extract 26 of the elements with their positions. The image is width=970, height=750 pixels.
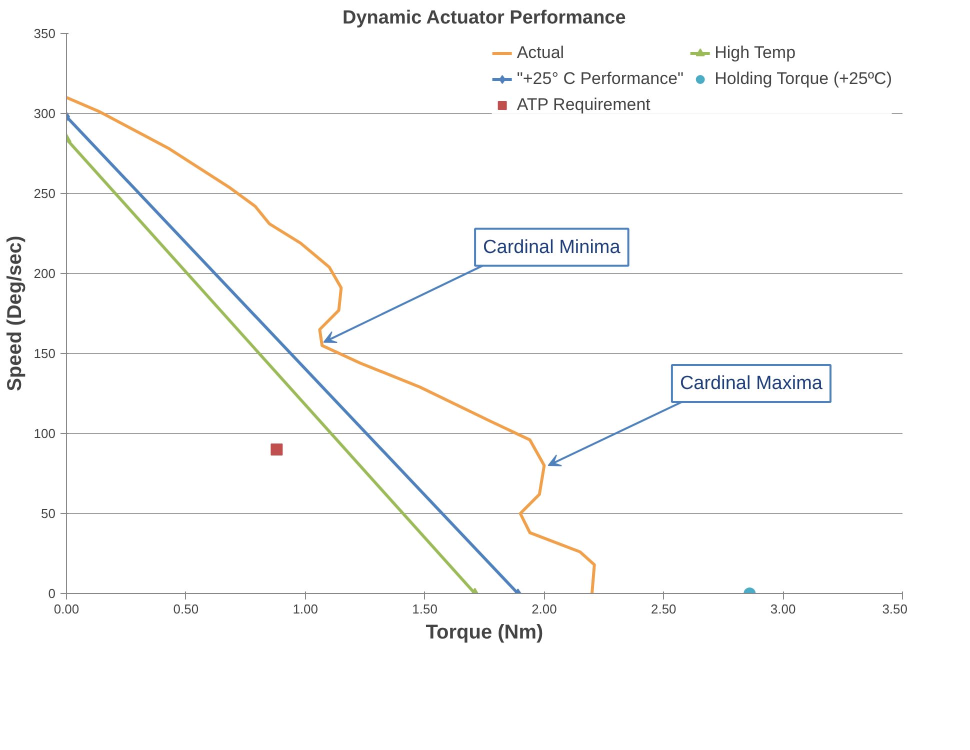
y-tick-label: 300 [34, 106, 56, 121]
chart-title: Dynamic Actuator Performance [342, 8, 626, 28]
legend-label: Holding Torque (+25ºC) [714, 69, 892, 89]
y-tick-label: 350 [34, 26, 56, 41]
x-tick-label: 3.50 [882, 602, 908, 616]
y-tick-label: 50 [41, 506, 56, 521]
legend-label: Actual [516, 43, 564, 63]
x-tick-label: 0.00 [54, 602, 80, 616]
y-tick-label: 150 [34, 346, 56, 361]
y-axis-title: Speed (Deg/sec) [4, 236, 26, 392]
x-tick-label: 1.00 [292, 602, 318, 616]
x-tick-label: 3.00 [770, 602, 796, 616]
legend-label: High Temp [714, 43, 796, 63]
y-tick-label: 100 [34, 426, 56, 441]
annotation: Cardinal Maxima [680, 373, 823, 394]
annotation: Cardinal Minima [483, 236, 621, 258]
x-tick-label: 2.00 [532, 602, 557, 616]
x-tick-label: 2.50 [650, 602, 676, 616]
y-tick-label: 0 [48, 586, 56, 601]
x-tick-label: 0.50 [173, 602, 199, 616]
legend-label: ATP Requirement [516, 95, 650, 115]
y-tick-label: 250 [34, 186, 56, 201]
x-axis-title: Torque (Nm) [426, 622, 544, 644]
y-tick-label: 200 [34, 266, 56, 281]
legend-label: "+25° C Performance" [516, 69, 684, 89]
x-tick-label: 1.50 [412, 602, 438, 616]
